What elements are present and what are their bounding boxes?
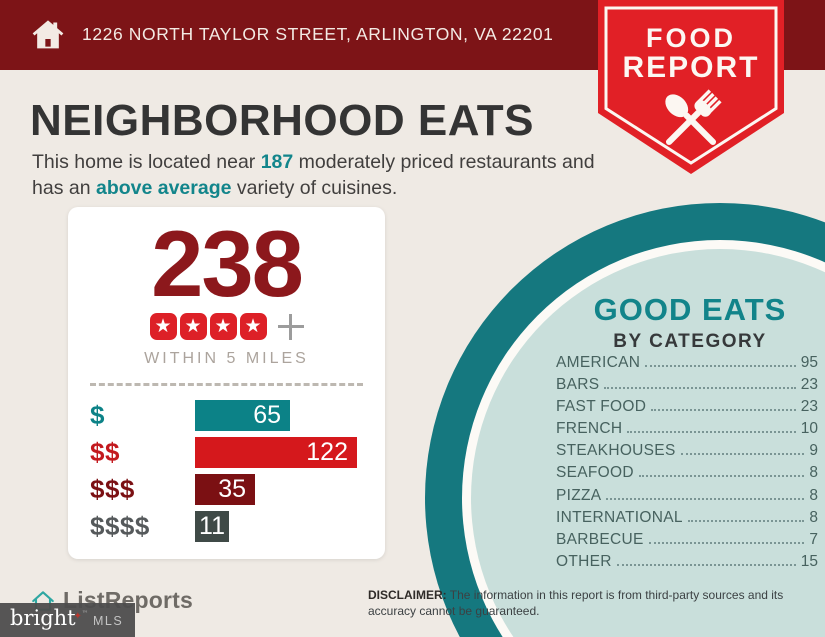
subtitle: This home is located near 187 moderately… [32,150,602,202]
category-label: FRENCH [556,420,623,438]
subtitle-text-4: variety of cuisines. [231,176,398,199]
category-label: BARBECUE [556,530,644,548]
category-row: AMERICAN 95 [556,354,818,376]
price-tier-bar: 35 [195,474,255,505]
category-value: 15 [800,552,818,570]
subtitle-text-3: has an [32,176,96,199]
category-list: AMERICAN 95 BARS 23 FAST FOOD 23 FRENCH 10 STEAK… [556,354,818,575]
star-icon: ★ [239,313,267,340]
rating-row: ★ ★ ★ ★ [68,313,385,340]
brightmls-trademark: ™ [82,610,88,617]
category-value: 95 [800,354,818,371]
category-row: OTHER 15 [556,553,818,575]
price-tier-row: $$$$ 11 [90,511,385,542]
category-row: FRENCH 10 [556,420,818,442]
category-row: STEAKHOUSES 9 [556,442,818,464]
utensils-icon [665,89,722,146]
dotted-leader [616,563,796,566]
category-label: STEAKHOUSES [556,442,676,460]
subtitle-text-2: moderately priced restaurants and [293,151,595,173]
ribbon-line1: FOOD [646,23,736,53]
category-label: FAST FOOD [556,398,647,416]
category-value: 8 [809,464,818,482]
price-tier-row: $$ 122 [90,437,385,468]
category-label: INTERNATIONAL [556,508,683,526]
dotted-leader [627,431,796,434]
category-label: OTHER [556,552,612,570]
food-report-ribbon: FOOD REPORT [598,0,784,174]
star-badges: ★ ★ ★ ★ [149,313,267,340]
category-label: PIZZA [556,486,602,504]
category-row: BARS 23 [556,376,818,398]
dotted-leader [680,453,805,456]
brightmls-wordmark: bright✦™ [10,606,88,630]
category-value: 23 [800,398,818,416]
page-title: NEIGHBORHOOD EATS [30,96,534,145]
property-address: 1226 NORTH TAYLOR STREET, ARLINGTON, VA … [82,23,554,44]
price-tier-bar: 122 [195,437,357,468]
dotted-leader [638,475,805,478]
good-eats-header: GOOD EATS BY CATEGORY [525,292,825,353]
restaurant-count: 187 [260,151,294,173]
good-eats-subtitle: BY CATEGORY [613,331,767,352]
brightmls-mls-label: MLS [93,614,124,628]
star-icon: ★ [179,313,207,340]
dotted-leader [648,541,805,544]
price-tier-row: $65 [90,400,385,431]
brightmls-logo: bright✦™ MLS [0,603,136,637]
star-icon: ★ [149,313,177,340]
price-tier-label: $$$ [90,474,135,504]
category-value: 10 [800,420,818,438]
price-tier-bar: 11 [195,511,229,542]
radius-label: WITHIN 5 MILES [144,350,309,367]
dotted-leader [645,365,796,367]
ribbon-shape [598,0,784,174]
category-value: 9 [809,442,818,460]
home-icon [32,20,64,49]
disclaimer: DISCLAIMER: The information in this repo… [368,588,796,620]
good-eats-title: GOOD EATS [593,292,787,327]
price-tier-bar: 65 [195,400,290,431]
subtitle-highlight: above average [95,176,232,199]
price-tier-label: $$$$ [90,511,150,541]
disclaimer-text: The information in this report is from t… [368,588,784,618]
disclaimer-label: DISCLAIMER: [368,588,447,602]
dotted-leader [604,387,796,390]
category-row: BARBECUE 7 [556,531,818,553]
category-value: 23 [800,376,818,394]
price-bar-chart: $65 $$ 122 $$$ 35 $$$$ 11 [68,400,385,542]
category-row: INTERNATIONAL 8 [556,509,818,531]
category-label: BARS [556,376,600,394]
dotted-leader [606,497,805,500]
total-restaurants: 238 [151,211,304,316]
category-row: FAST FOOD 23 [556,398,818,420]
dotted-leader [687,519,805,522]
price-tier-row: $$$ 35 [90,474,385,505]
dashed-divider [90,383,363,386]
summary-card: 238 ★ ★ ★ ★ WITHIN 5 MILES $65 $$ 122 $$$ 35 $$$… [68,207,385,559]
price-tier-label: $ [90,400,105,430]
category-label: SEAFOOD [556,464,634,482]
brightmls-star-icon: ✦ [73,611,82,622]
ribbon-line2: REPORT [622,51,759,84]
category-row: PIZZA 8 [556,487,818,509]
category-value: 7 [809,530,818,548]
category-row: SEAFOOD 8 [556,464,818,486]
category-label: AMERICAN [556,354,641,371]
price-tier-label: $$ [90,437,120,467]
subtitle-text-1: This home is located near [32,151,261,173]
ribbon-inner-border [604,6,778,165]
category-value: 8 [809,508,818,526]
star-icon: ★ [209,313,237,340]
category-value: 8 [809,486,818,504]
dotted-leader [651,409,796,412]
plus-icon [277,313,304,340]
